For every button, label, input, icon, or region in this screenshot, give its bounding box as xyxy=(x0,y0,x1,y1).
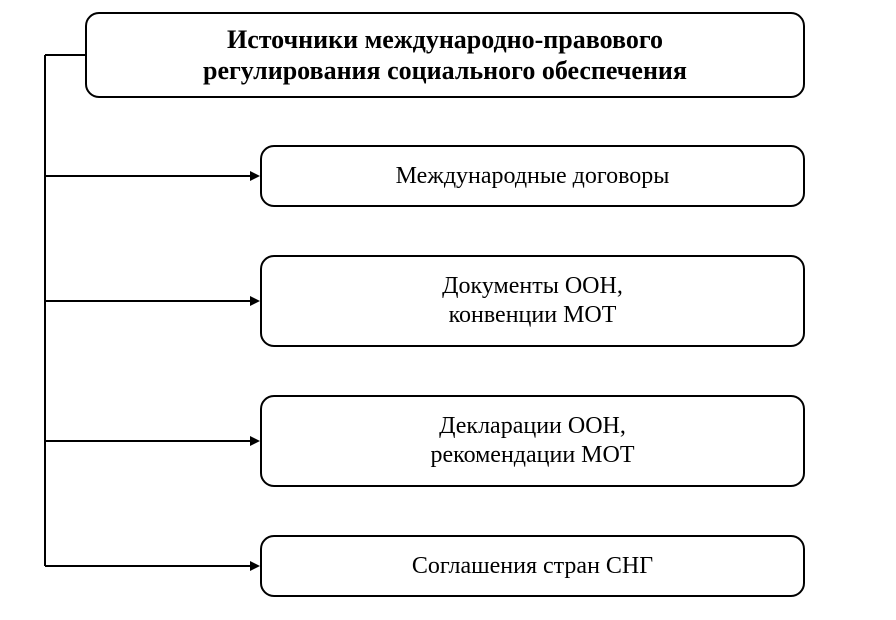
title-text: Источники международно-правового регулир… xyxy=(203,24,687,86)
diagram-canvas: Источники международно-правового регулир… xyxy=(0,0,896,620)
child-un-decl-ilo-rec: Декларации ООН, рекомендации МОТ xyxy=(260,395,805,487)
child-line1: Документы ООН, xyxy=(442,273,623,299)
child-line1: Декларации ООН, xyxy=(439,413,626,439)
title-box: Источники международно-правового регулир… xyxy=(85,12,805,98)
title-line2: регулирования социального обеспечения xyxy=(203,56,687,85)
title-line1: Источники международно-правового xyxy=(227,25,663,54)
child-un-docs-ilo-conv: Документы ООН, конвенции МОТ xyxy=(260,255,805,347)
child-line2: конвенции МОТ xyxy=(449,302,617,328)
child-label: Документы ООН, конвенции МОТ xyxy=(442,272,623,330)
child-line2: рекомендации МОТ xyxy=(430,442,634,468)
child-cis-agreements: Соглашения стран СНГ xyxy=(260,535,805,597)
child-intl-treaties: Международные договоры xyxy=(260,145,805,207)
child-label: Декларации ООН, рекомендации МОТ xyxy=(430,412,634,470)
child-label: Международные договоры xyxy=(396,162,670,191)
child-label: Соглашения стран СНГ xyxy=(412,552,653,581)
